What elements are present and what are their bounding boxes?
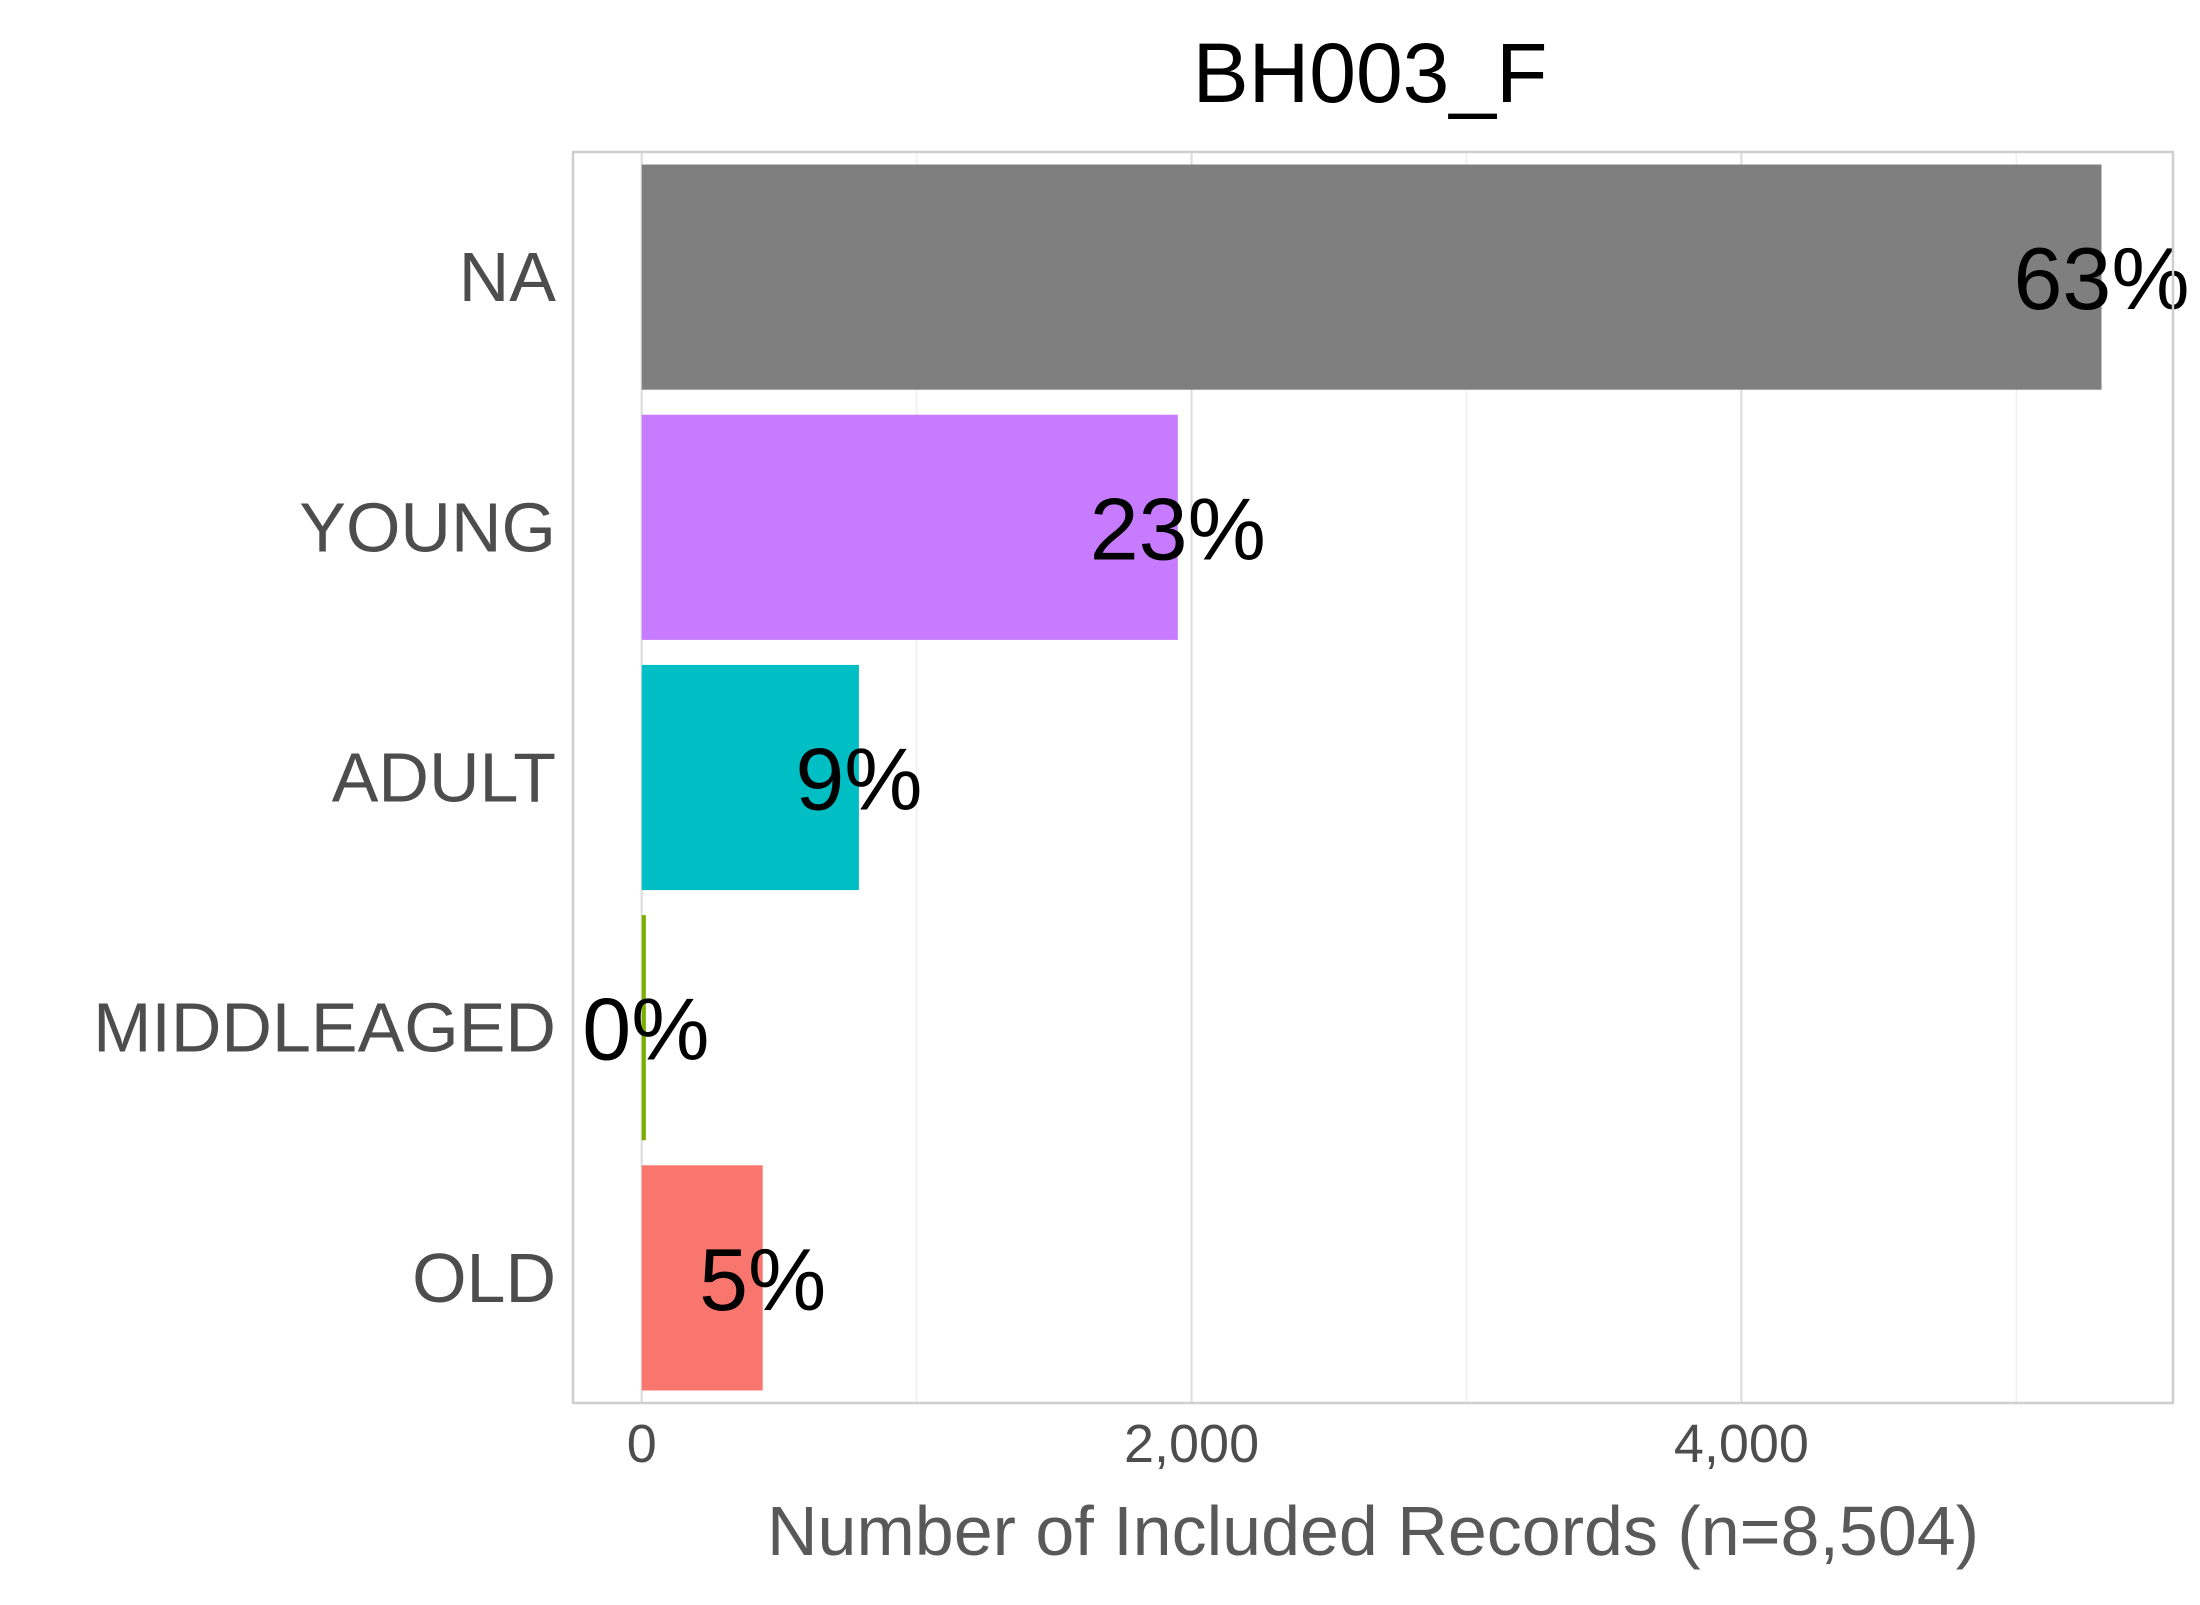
bar-old: [641, 1165, 763, 1391]
bar-na: [641, 164, 2102, 390]
x-tick-label: 2,000: [1124, 1414, 1259, 1474]
y-tick-label: NA: [459, 238, 557, 316]
plot-panel-border: [571, 150, 2175, 1405]
y-tick-label: ADULT: [332, 739, 556, 817]
y-tick-label: MIDDLEAGED: [93, 989, 556, 1067]
bar-value-label: 9%: [795, 730, 922, 829]
x-tick-label: 4,000: [1674, 1414, 1809, 1474]
y-tick-label: YOUNG: [299, 488, 556, 566]
y-axis-tick-labels: NA YOUNG ADULT MIDDLEAGED OLD: [93, 238, 556, 1317]
x-axis-tick-labels: 0 2,000 4,000: [627, 1414, 1809, 1474]
x-tick-label: 0: [627, 1414, 657, 1474]
bar-adult: [641, 664, 859, 891]
bar-value-label: 63%: [2013, 229, 2189, 328]
bar-middleaged: [641, 915, 646, 1141]
x-axis-title: Number of Included Records (n=8,504): [767, 1492, 1979, 1570]
bar-value-label: 23%: [1090, 479, 1266, 578]
y-tick-label: OLD: [412, 1239, 556, 1317]
bar-value-label: 5%: [699, 1230, 826, 1329]
chart-title: BH003_F: [1193, 26, 1548, 120]
bars: [641, 164, 2102, 1391]
bar-value-labels: 63% 23% 9% 0% 5%: [582, 229, 2189, 1329]
bar-young: [641, 414, 1178, 640]
bar-value-label: 0%: [582, 980, 709, 1079]
